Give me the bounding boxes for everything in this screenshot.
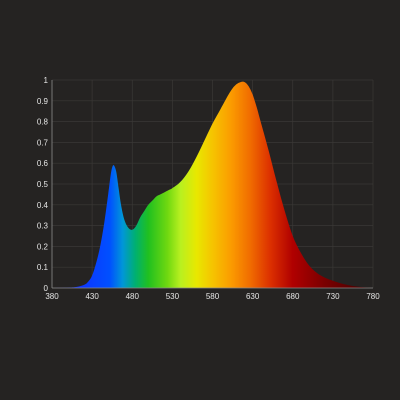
y-tick-label-1: 0.1	[37, 263, 49, 272]
y-tick-label-4: 0.4	[37, 201, 49, 210]
y-tick-label-10: 1	[44, 76, 49, 85]
x-tick-label-6: 680	[286, 292, 300, 301]
y-tick-label-5: 0.5	[37, 180, 49, 189]
y-tick-label-2: 0.2	[37, 242, 49, 251]
x-tick-label-8: 780	[366, 292, 380, 301]
x-tick-label-7: 730	[326, 292, 340, 301]
axes	[51, 80, 373, 289]
x-tick-label-1: 430	[85, 292, 99, 301]
spectrum-series-area	[52, 81, 373, 288]
y-tick-label-8: 0.8	[37, 118, 49, 127]
x-tick-label-5: 630	[246, 292, 260, 301]
y-tick-label-0: 0	[44, 284, 49, 293]
x-tick-label-0: 380	[45, 292, 59, 301]
x-tick-label-2: 480	[126, 292, 140, 301]
y-tick-label-3: 0.3	[37, 222, 49, 231]
tick-labels: 380 430 480 530 580 630 680 730 780 0 0.1 0.2 0.3 0.4…	[37, 76, 380, 301]
x-tick-label-4: 580	[206, 292, 220, 301]
y-tick-label-9: 0.9	[37, 97, 49, 106]
spectrum-area	[52, 81, 373, 288]
y-tick-label-6: 0.6	[37, 159, 49, 168]
y-tick-label-7: 0.7	[37, 138, 49, 147]
x-tick-label-3: 530	[166, 292, 180, 301]
